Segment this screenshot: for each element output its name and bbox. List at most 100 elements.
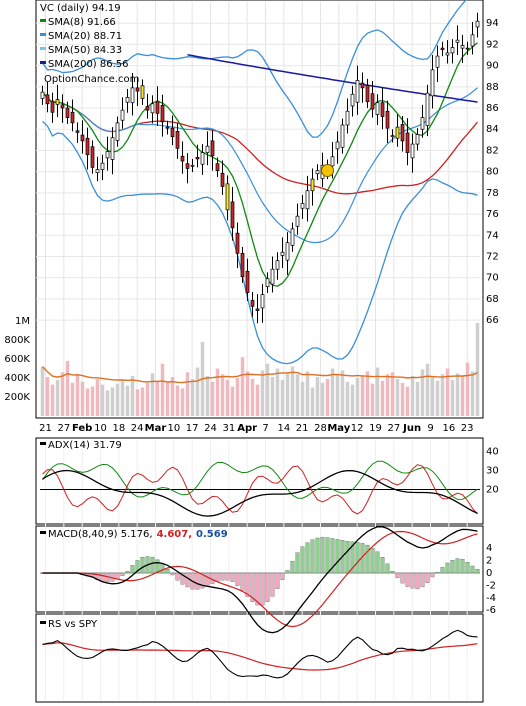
macd-hist-bar <box>270 572 275 597</box>
volume-bars <box>40 322 480 416</box>
candle-body <box>310 178 315 192</box>
candle-body <box>200 152 205 165</box>
candle-body <box>375 102 380 115</box>
bollinger-lower <box>42 120 478 365</box>
macd-hist-bar <box>315 537 320 574</box>
volume-bar <box>335 375 340 416</box>
volume-tick-label: 400K <box>4 373 30 384</box>
candle-body <box>245 270 250 293</box>
candle-body <box>440 47 445 51</box>
volume-bar <box>165 381 170 416</box>
macd-hist-bar <box>230 572 235 582</box>
candle-body <box>300 203 305 209</box>
macd-hist-bar <box>135 560 140 574</box>
volume-tick-label: 1M <box>15 316 30 327</box>
volume-bar <box>395 378 400 416</box>
rs-ma-line <box>42 642 478 671</box>
macd-hist-bar <box>325 537 330 574</box>
candlesticks <box>40 12 480 324</box>
volume-bar <box>320 382 325 416</box>
x-tick-label: Jun <box>402 423 421 434</box>
macd-tick-label: 0 <box>486 568 492 579</box>
candle-body <box>215 163 220 171</box>
price-tick-label: 70 <box>486 273 499 284</box>
volume-ma-line <box>41 366 478 384</box>
x-tick-label: 28 <box>314 423 327 434</box>
candle-body <box>75 130 80 133</box>
volume-bar <box>50 384 55 416</box>
legend-sma50: SMA(50) 84.33 <box>48 45 122 56</box>
volume-bar <box>445 368 450 416</box>
macd-hist-bar <box>350 541 355 574</box>
volume-bar <box>180 388 185 416</box>
candle-body <box>155 100 160 114</box>
x-tick-label: 27 <box>57 423 70 434</box>
macd-signal-line <box>42 530 478 628</box>
chart-title: VC (daily) 94.19 <box>40 3 121 14</box>
volume-bar <box>150 373 155 416</box>
volume-bar <box>310 387 315 416</box>
macd-hist-bar <box>385 563 390 574</box>
candle-body <box>425 92 430 126</box>
candle-body <box>40 91 45 99</box>
macd-hist-bar <box>220 572 225 581</box>
candle-body <box>105 151 110 159</box>
volume-bar <box>305 371 310 416</box>
x-tick-label: 9 <box>427 423 433 434</box>
macd-hist-bar <box>455 558 460 574</box>
candle-body <box>100 162 105 170</box>
rs-panel-frame <box>35 613 484 703</box>
volume-bar <box>135 389 140 416</box>
volume-bar <box>270 377 275 416</box>
volume-bar <box>420 369 425 416</box>
adx-tick-label: 20 <box>486 485 499 496</box>
macd-title-prefix: MACD(8,40,9) 5.176, <box>48 529 153 540</box>
macd-hist-bar <box>205 572 210 586</box>
candle-body <box>225 183 230 211</box>
macd-hist-bar <box>375 551 380 574</box>
volume-bar <box>470 371 475 416</box>
candle-body <box>280 251 285 256</box>
volume-bar <box>90 386 95 416</box>
moving-averages <box>42 42 478 287</box>
macd-hist-bar <box>300 546 305 574</box>
candle-body <box>160 105 165 123</box>
price-tick-label: 76 <box>486 209 499 220</box>
macd-hist-bar <box>305 542 310 574</box>
macd-hist-bar <box>345 541 350 574</box>
rs-title: RS vs SPY <box>48 619 98 630</box>
x-tick-label: 31 <box>222 423 235 434</box>
volume-bar <box>205 376 210 416</box>
volume-bar <box>85 388 90 416</box>
macd-hist-bar <box>390 571 395 574</box>
price-tick-label: 84 <box>486 124 499 135</box>
candle-body <box>430 69 435 97</box>
candle-body <box>400 124 405 142</box>
macd-hist-bar <box>160 563 165 574</box>
macd-hist-bar <box>290 560 295 574</box>
grid-layer <box>36 2 480 700</box>
price-tick-label: 68 <box>486 294 499 305</box>
macd-hist-bar <box>155 559 160 574</box>
volume-bar <box>375 367 380 416</box>
volume-tick-label: 800K <box>4 335 30 346</box>
signal-marker <box>321 163 334 177</box>
candle-body <box>460 45 465 49</box>
axis-ticks: 21 27 Feb 10 18 24 Mar 10 17 24 31 Apr 7 14 21 28 May 12 1… <box>4 18 498 616</box>
legend-swatch-sma8 <box>40 19 46 22</box>
candle-body <box>175 131 180 149</box>
volume-bar <box>210 381 215 416</box>
candle-body <box>205 145 210 153</box>
candle-body <box>235 232 240 254</box>
macd-hist-bar <box>365 544 370 574</box>
candle-body <box>150 103 155 114</box>
candle-body <box>230 201 235 229</box>
volume-bar <box>350 384 355 416</box>
price-tick-label: 90 <box>486 61 499 72</box>
macd-hist-bar <box>170 572 175 576</box>
candle-body <box>55 99 60 105</box>
candle-body <box>450 47 455 54</box>
macd-hist-bar <box>420 572 425 588</box>
macd-hist-bar <box>330 538 335 574</box>
macd-hist-bar <box>410 572 415 589</box>
